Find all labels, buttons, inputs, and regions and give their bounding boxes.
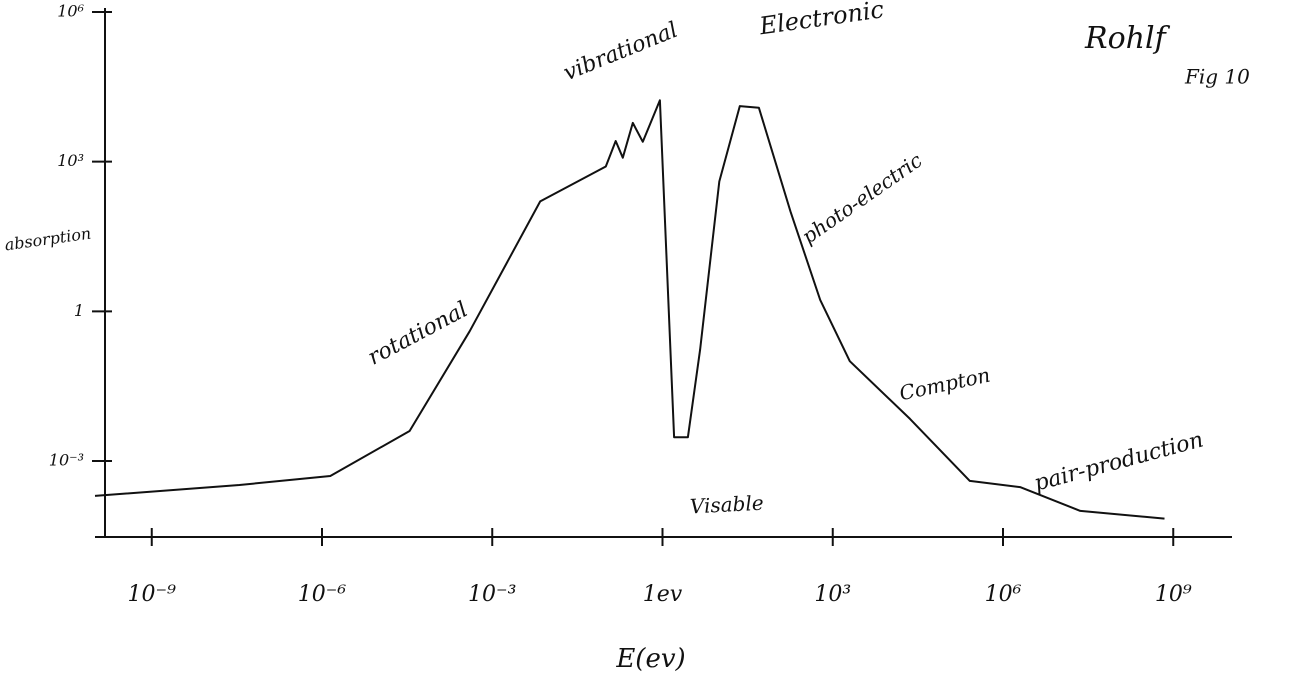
absorption-curve [94,99,1165,520]
annotation: pair-production [1032,427,1206,496]
annotation: Electronic [757,0,886,41]
y-axis-label: absorption [3,224,92,255]
x-tick-label: 10³ [814,582,851,607]
x-tick-label: 1ev [643,582,683,607]
annotation: rotational [364,297,472,370]
annotation: photo-electric [797,148,926,249]
chart-subtitle: Fig 10 [1184,65,1250,89]
x-tick-label: 10⁹ [1155,582,1192,607]
y-tick-label: 1 [74,301,84,320]
x-tick-label: 10⁻⁹ [128,582,177,607]
y-tick-label: 10⁶ [57,2,84,21]
annotation: Visable [689,491,764,519]
y-tick-label: 10³ [57,151,84,170]
x-tick-label: 10⁻³ [468,582,516,607]
annotation: Compton [897,363,992,406]
annotation: vibrational [560,18,681,86]
x-tick-label: 10⁻⁶ [298,582,347,607]
chart-title: Rohlf [1084,21,1171,56]
y-tick-label: 10⁻³ [49,451,84,470]
x-axis-label: E(ev) [615,644,685,674]
x-tick-label: 10⁶ [985,582,1022,607]
